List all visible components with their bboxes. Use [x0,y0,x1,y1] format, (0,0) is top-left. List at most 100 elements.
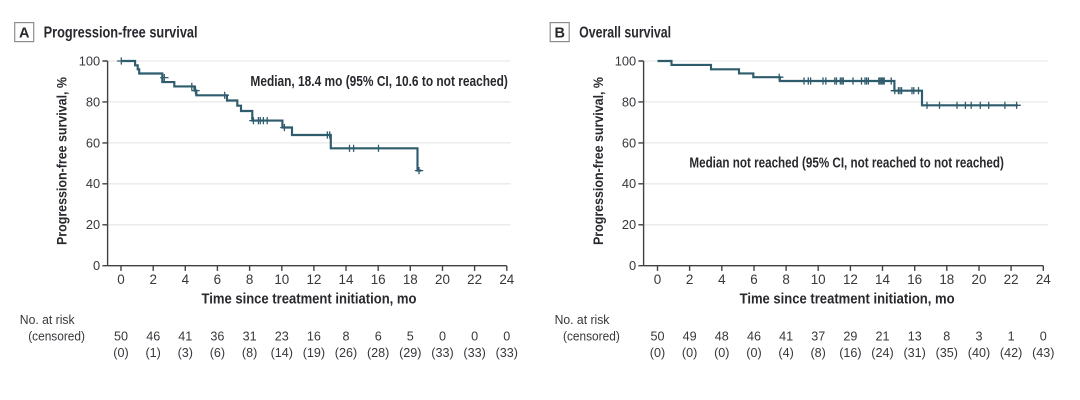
svg-text:23: 23 [275,330,289,344]
svg-text:A: A [19,25,30,41]
svg-text:4: 4 [182,272,190,287]
svg-text:20: 20 [622,217,636,232]
svg-text:24: 24 [1036,272,1051,287]
svg-text:21: 21 [875,330,889,344]
svg-text:16: 16 [307,330,321,344]
svg-text:3: 3 [975,330,982,344]
svg-text:(4): (4) [778,346,793,360]
svg-text:No. at risk: No. at risk [20,313,75,327]
svg-text:(8): (8) [810,346,825,360]
svg-text:0: 0 [439,330,446,344]
svg-text:100: 100 [79,53,100,68]
svg-text:6: 6 [375,330,382,344]
svg-text:18: 18 [403,272,418,287]
svg-text:8: 8 [782,272,789,287]
svg-text:Median, 18.4 mo (95% CI, 10.6: Median, 18.4 mo (95% CI, 10.6 to not rea… [250,73,508,90]
svg-text:20: 20 [435,272,450,287]
svg-text:(0): (0) [714,346,729,360]
svg-text:(42): (42) [1000,346,1022,360]
svg-text:16: 16 [371,272,386,287]
svg-text:8: 8 [342,330,349,344]
svg-text:60: 60 [622,135,636,150]
svg-text:48: 48 [715,330,729,344]
svg-text:20: 20 [86,217,100,232]
svg-text:(16): (16) [839,346,861,360]
svg-text:40: 40 [622,176,636,191]
svg-text:80: 80 [622,94,636,109]
svg-text:49: 49 [683,330,697,344]
svg-text:(24): (24) [871,346,893,360]
svg-text:6: 6 [750,272,757,287]
svg-text:Progression-free survival: Progression-free survival [44,24,198,41]
svg-text:2: 2 [686,272,693,287]
svg-text:0: 0 [1040,330,1047,344]
svg-text:0: 0 [117,272,124,287]
svg-text:24: 24 [499,272,514,287]
svg-text:0: 0 [654,272,661,287]
svg-text:B: B [554,25,564,41]
svg-text:(0): (0) [650,346,665,360]
svg-text:4: 4 [718,272,726,287]
svg-text:(33): (33) [496,346,518,360]
svg-text:0: 0 [629,258,636,273]
svg-text:8: 8 [943,330,950,344]
svg-text:1: 1 [1008,330,1015,344]
svg-text:10: 10 [811,272,826,287]
svg-text:41: 41 [178,330,192,344]
svg-text:10: 10 [274,272,289,287]
svg-text:5: 5 [407,330,414,344]
svg-text:6: 6 [214,272,221,287]
svg-text:Median not reached (95% CI, no: Median not reached (95% CI, not reached … [689,154,1004,171]
svg-text:46: 46 [747,330,761,344]
svg-text:(40): (40) [968,346,990,360]
svg-text:14: 14 [875,272,890,287]
svg-text:(14): (14) [271,346,293,360]
svg-text:Time since treatment initiatio: Time since treatment initiation, mo [202,291,417,307]
svg-text:41: 41 [779,330,793,344]
svg-text:(26): (26) [335,346,357,360]
svg-text:No. at risk: No. at risk [555,313,610,327]
svg-text:14: 14 [339,272,354,287]
svg-text:(8): (8) [242,346,257,360]
svg-text:46: 46 [146,330,160,344]
svg-text:(0): (0) [746,346,761,360]
svg-text:22: 22 [467,272,482,287]
svg-text:(31): (31) [903,346,925,360]
svg-text:8: 8 [246,272,253,287]
svg-text:(1): (1) [145,346,160,360]
svg-text:0: 0 [93,258,100,273]
svg-text:(43): (43) [1032,346,1054,360]
svg-text:18: 18 [939,272,954,287]
svg-text:22: 22 [1004,272,1019,287]
svg-text:(0): (0) [682,346,697,360]
svg-text:12: 12 [843,272,858,287]
svg-text:12: 12 [306,272,321,287]
svg-text:50: 50 [114,330,128,344]
svg-text:(19): (19) [303,346,325,360]
svg-text:Progression-free survival, %: Progression-free survival, % [55,77,70,245]
svg-text:29: 29 [843,330,857,344]
svg-text:20: 20 [972,272,987,287]
svg-text:16: 16 [907,272,922,287]
svg-text:100: 100 [615,53,636,68]
svg-text:50: 50 [650,330,664,344]
svg-text:36: 36 [210,330,224,344]
svg-text:31: 31 [243,330,257,344]
svg-text:80: 80 [86,94,100,109]
svg-text:(3): (3) [178,346,193,360]
svg-text:(censored): (censored) [28,330,85,344]
svg-text:Time since treatment initiatio: Time since treatment initiation, mo [740,291,955,307]
svg-text:40: 40 [86,176,100,191]
svg-text:13: 13 [908,330,922,344]
svg-text:60: 60 [86,135,100,150]
svg-text:2: 2 [149,272,156,287]
svg-text:Overall survival: Overall survival [579,24,671,41]
svg-text:(28): (28) [367,346,389,360]
svg-text:(29): (29) [399,346,421,360]
svg-text:37: 37 [811,330,825,344]
svg-text:(6): (6) [210,346,225,360]
svg-text:0: 0 [503,330,510,344]
svg-text:(35): (35) [936,346,958,360]
svg-text:(33): (33) [431,346,453,360]
svg-text:(33): (33) [463,346,485,360]
